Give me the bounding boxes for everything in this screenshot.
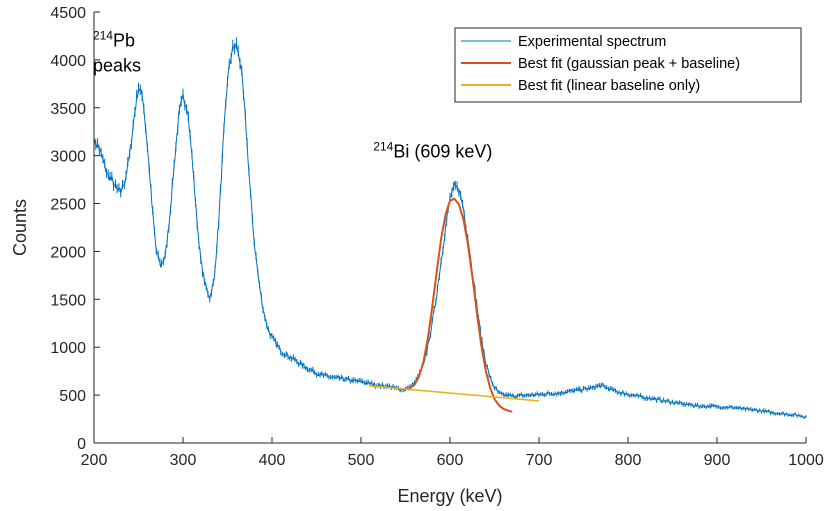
x-tick-label: 300 bbox=[170, 452, 197, 469]
annotation-pb-label: 214Pb bbox=[93, 28, 135, 50]
x-tick-label: 400 bbox=[259, 452, 286, 469]
legend: Experimental spectrum Best fit (gaussian … bbox=[454, 27, 802, 103]
x-axis-title: Energy (keV) bbox=[397, 486, 502, 506]
x-tick-label: 1000 bbox=[788, 452, 824, 469]
x-tick-label: 500 bbox=[348, 452, 375, 469]
series-line-gaussian-fit bbox=[405, 197, 513, 413]
y-tick-label: 500 bbox=[59, 388, 86, 405]
x-tick-label: 700 bbox=[526, 452, 553, 469]
y-axis-title: Counts bbox=[10, 199, 30, 256]
axes: 200 300 400 500 600 700 800 900 1000 0 500 1000 1500… bbox=[10, 5, 824, 506]
y-tick-label: 1000 bbox=[50, 340, 86, 357]
plot-content bbox=[93, 37, 807, 420]
y-tick-label: 2500 bbox=[50, 197, 86, 214]
y-tick-label: 3500 bbox=[50, 101, 86, 118]
y-tick-label: 4500 bbox=[50, 5, 86, 22]
legend-box bbox=[454, 27, 802, 103]
x-tick-label: 900 bbox=[704, 452, 731, 469]
y-tick-label: 0 bbox=[77, 436, 86, 453]
legend-label: Best fit (linear baseline only) bbox=[518, 78, 700, 94]
annotation-base-text: Bi (609 keV) bbox=[393, 142, 492, 162]
y-tick-label: 4000 bbox=[50, 53, 86, 70]
annotation-base-text: Pb bbox=[113, 30, 135, 50]
x-tick-label: 200 bbox=[81, 452, 108, 469]
annotation-superscript: 214 bbox=[93, 28, 113, 42]
annotation-pb-second-line: peaks bbox=[93, 55, 141, 75]
series-line-linear-baseline bbox=[369, 385, 540, 402]
legend-label: Best fit (gaussian peak + baseline) bbox=[518, 56, 740, 72]
annotation-bi-label: 214Bi (609 keV) bbox=[373, 140, 492, 162]
x-tick-label: 800 bbox=[615, 452, 642, 469]
y-tick-label: 3000 bbox=[50, 149, 86, 166]
x-tick-label: 600 bbox=[437, 452, 464, 469]
y-tick-label: 2000 bbox=[50, 244, 86, 261]
series-line-experimental-spectrum bbox=[93, 41, 807, 419]
legend-label: Experimental spectrum bbox=[518, 34, 666, 50]
annotation-superscript: 214 bbox=[373, 140, 393, 154]
y-tick-label: 1500 bbox=[50, 292, 86, 309]
